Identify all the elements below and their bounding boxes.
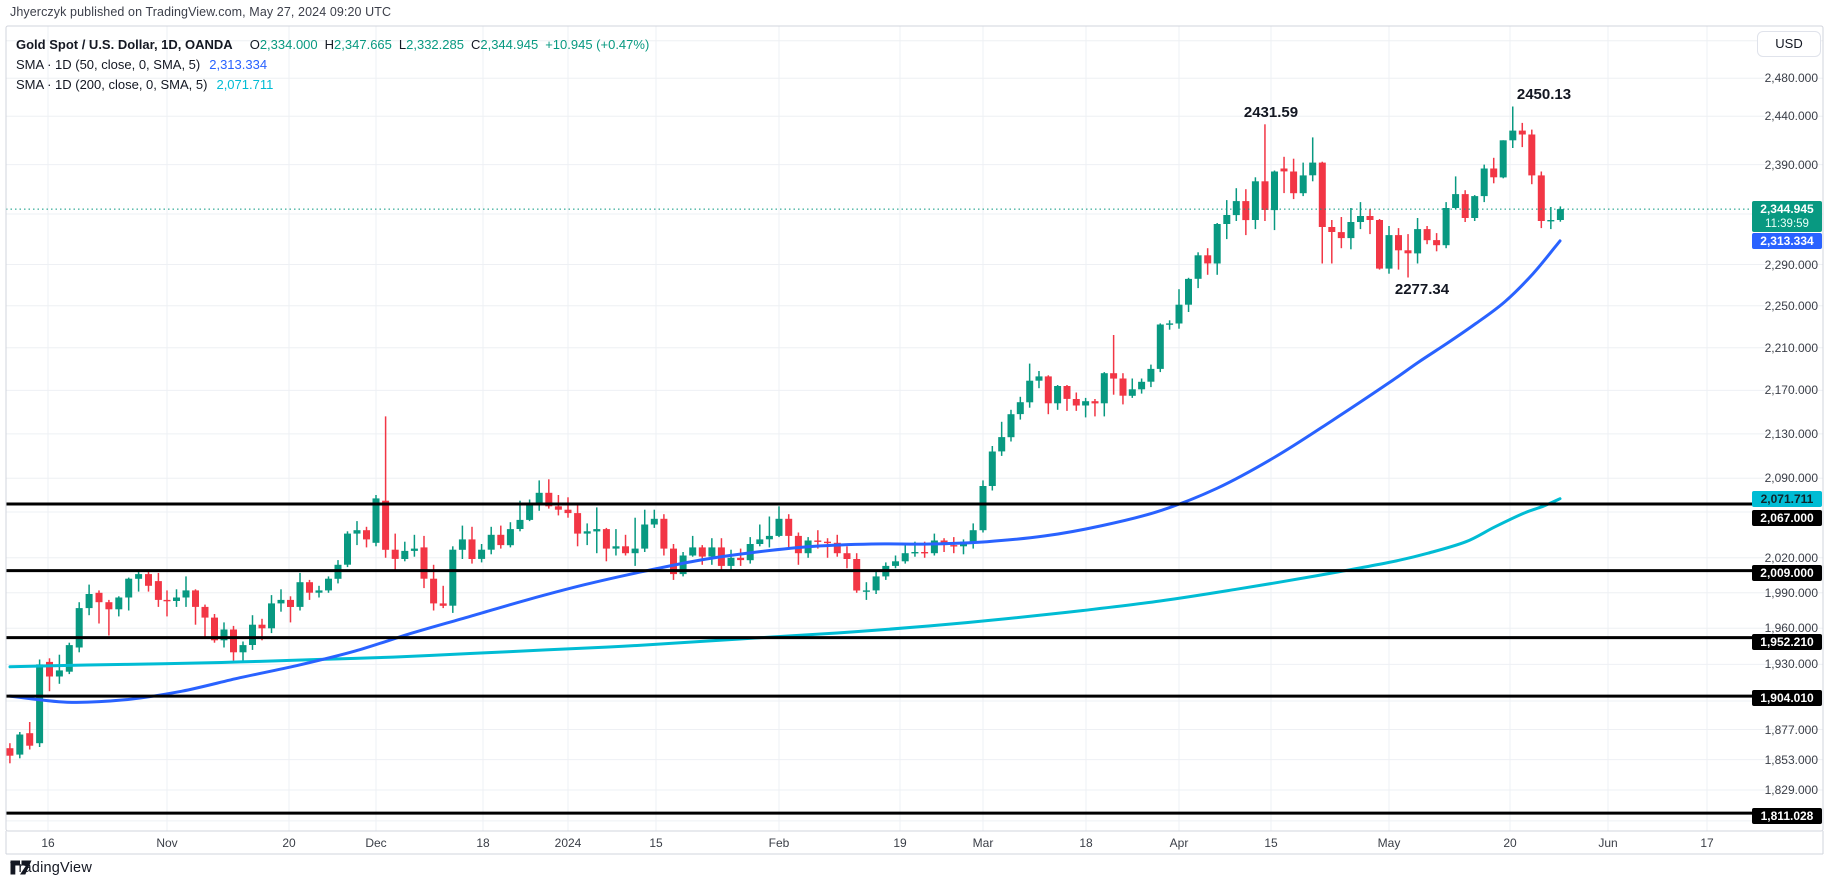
price-annotation-2450.13: 2450.13 xyxy=(1517,86,1571,103)
ohlc-open-value: 2,334.000 xyxy=(259,37,318,52)
ohlc-high-value: 2,347.665 xyxy=(334,37,392,52)
change-value: +10.945 (+0.47%) xyxy=(545,37,650,52)
plot-border xyxy=(5,25,1824,832)
ohlc-close-value: 2,344.945 xyxy=(480,37,539,52)
support-level-lines[interactable] xyxy=(6,502,1752,815)
footer-brand-text: TradingView xyxy=(10,860,92,876)
legend-sma200-row: SMA · 1D (200, close, 0, SMA, 5) 2,071.71… xyxy=(16,75,649,95)
publish-byline: Jhyerczyk published on TradingView.com, … xyxy=(10,5,392,19)
symbol-title: Gold Spot / U.S. Dollar, 1D, OANDA xyxy=(16,37,233,52)
ohlc-open-key: O xyxy=(249,37,260,52)
ohlc-low-value: 2,332.285 xyxy=(406,37,464,52)
sma200-value: 2,071.711 xyxy=(216,77,274,92)
footer-brand[interactable]: TradingView xyxy=(10,860,92,876)
currency-unit-button[interactable]: USD xyxy=(1757,31,1821,57)
grid-lines xyxy=(6,26,1823,831)
sma-50-line xyxy=(8,239,1562,704)
price-annotation-2431.59: 2431.59 xyxy=(1244,104,1298,121)
legend-symbol-row: Gold Spot / U.S. Dollar, 1D, OANDA O2,334… xyxy=(16,35,649,55)
chart-legend: Gold Spot / U.S. Dollar, 1D, OANDA O2,334… xyxy=(16,35,649,95)
ohlc-close-key: C xyxy=(470,37,481,52)
sma50-label: SMA · 1D (50, close, 0, SMA, 5) xyxy=(16,57,201,72)
ohlc-high-key: H xyxy=(324,37,335,52)
ohlc-low-key: L xyxy=(398,37,407,52)
sma50-value: 2,313.334 xyxy=(209,57,268,72)
legend-sma50-row: SMA · 1D (50, close, 0, SMA, 5) 2,313.334 xyxy=(16,55,649,75)
tradingview-logo-icon xyxy=(10,860,32,875)
sma200-label: SMA · 1D (200, close, 0, SMA, 5) xyxy=(16,77,208,92)
price-annotation-2277.34: 2277.34 xyxy=(1395,281,1450,298)
